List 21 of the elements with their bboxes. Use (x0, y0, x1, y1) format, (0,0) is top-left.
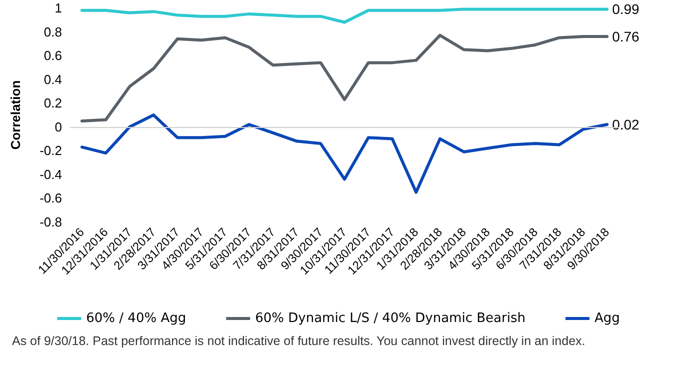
y-tick-label: 0.6 (44, 48, 62, 64)
y-tick-label: -0.4 (40, 166, 62, 182)
y-tick-label: -0.2 (40, 143, 62, 158)
y-tick-label: 0.4 (44, 72, 62, 87)
line-series (80, 114, 609, 194)
y-tick-label: -0.8 (40, 214, 62, 230)
y-tick-label: 0.2 (44, 96, 62, 111)
y-tick-label: 0.8 (44, 24, 62, 40)
data-label: 0.02 (612, 116, 640, 133)
y-tick-label: 0 (54, 119, 62, 134)
line-series (80, 8, 609, 24)
legend-label: Agg (594, 311, 620, 326)
y-axis-title: Correlation (8, 80, 23, 150)
data-label: 0.76 (612, 28, 640, 45)
line-series (80, 34, 609, 122)
legend-label: 60% Dynamic L/S / 40% Dynamic Bearish (255, 311, 526, 326)
data-label: 0.99 (612, 1, 640, 18)
y-tick-label: 1 (54, 0, 62, 16)
text: As of 9/30/18. Past performance is not indicative of future results. You cannot invest directly in an index. (12, 333, 586, 350)
legend-label: 60% / 40% Agg (86, 311, 186, 326)
y-tick-label: -0.6 (40, 190, 62, 206)
